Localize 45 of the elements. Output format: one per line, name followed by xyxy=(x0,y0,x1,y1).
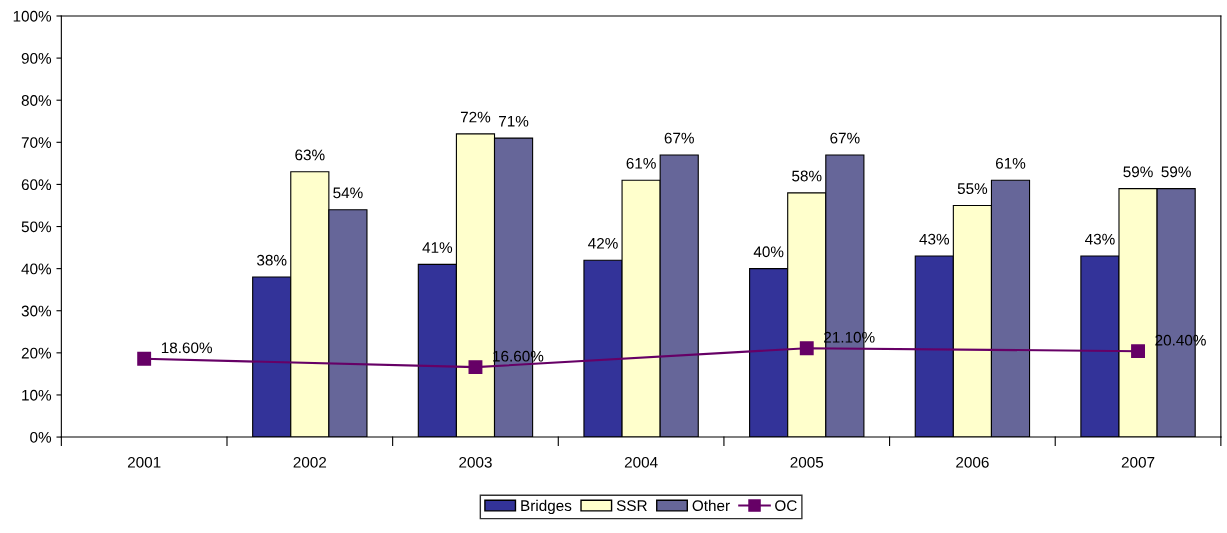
data-label: 67% xyxy=(830,132,860,144)
legend-label: Bridges xyxy=(521,499,572,515)
data-label: 41% xyxy=(422,242,453,253)
data-label: 61% xyxy=(995,157,1026,169)
x-tick-label: 2006 xyxy=(956,456,989,468)
y-tick-label: 40% xyxy=(21,263,52,275)
y-tick-label: 50% xyxy=(21,221,52,233)
data-label: 67% xyxy=(664,132,694,144)
data-label: 63% xyxy=(295,149,325,161)
data-label: 61% xyxy=(626,157,656,169)
data-label: 59% xyxy=(1123,166,1153,178)
y-tick-label: 80% xyxy=(21,95,52,106)
data-label: 55% xyxy=(957,183,988,195)
x-tick-label: 2003 xyxy=(459,456,492,468)
y-tick-label: 0% xyxy=(30,431,52,443)
data-label: 43% xyxy=(919,233,950,245)
y-tick-label: 20% xyxy=(21,347,52,359)
data-label: 59% xyxy=(1161,166,1191,178)
data-label: 42% xyxy=(588,237,618,249)
legend-label: Other xyxy=(692,499,730,512)
y-tick-label: 60% xyxy=(21,179,52,191)
y-tick-label: 90% xyxy=(21,52,52,64)
y-tick-label: 100% xyxy=(13,10,52,22)
data-label: 71% xyxy=(499,115,529,127)
y-tick-label: 70% xyxy=(21,137,52,148)
y-tick-label: 10% xyxy=(22,389,52,401)
data-label: 72% xyxy=(460,111,491,123)
data-label: 43% xyxy=(1085,233,1115,245)
y-tick-label: 30% xyxy=(21,305,52,317)
x-tick-label: 2001 xyxy=(127,456,161,468)
data-label: 18.60% xyxy=(161,342,213,354)
x-tick-label: 2005 xyxy=(790,456,824,468)
x-tick-label: 2002 xyxy=(293,456,327,468)
data-label: 58% xyxy=(792,170,822,182)
x-tick-label: 2007 xyxy=(1121,456,1155,468)
point xyxy=(1131,344,1145,359)
x-tick-label: 2004 xyxy=(624,456,658,468)
legend-label: SSR xyxy=(616,500,647,512)
legend-label: OC xyxy=(775,500,797,512)
data-label: 38% xyxy=(257,254,287,266)
point xyxy=(799,341,814,356)
point xyxy=(137,351,152,366)
data-label: 54% xyxy=(333,187,363,199)
data-label: 40% xyxy=(753,246,784,258)
point xyxy=(468,360,483,375)
